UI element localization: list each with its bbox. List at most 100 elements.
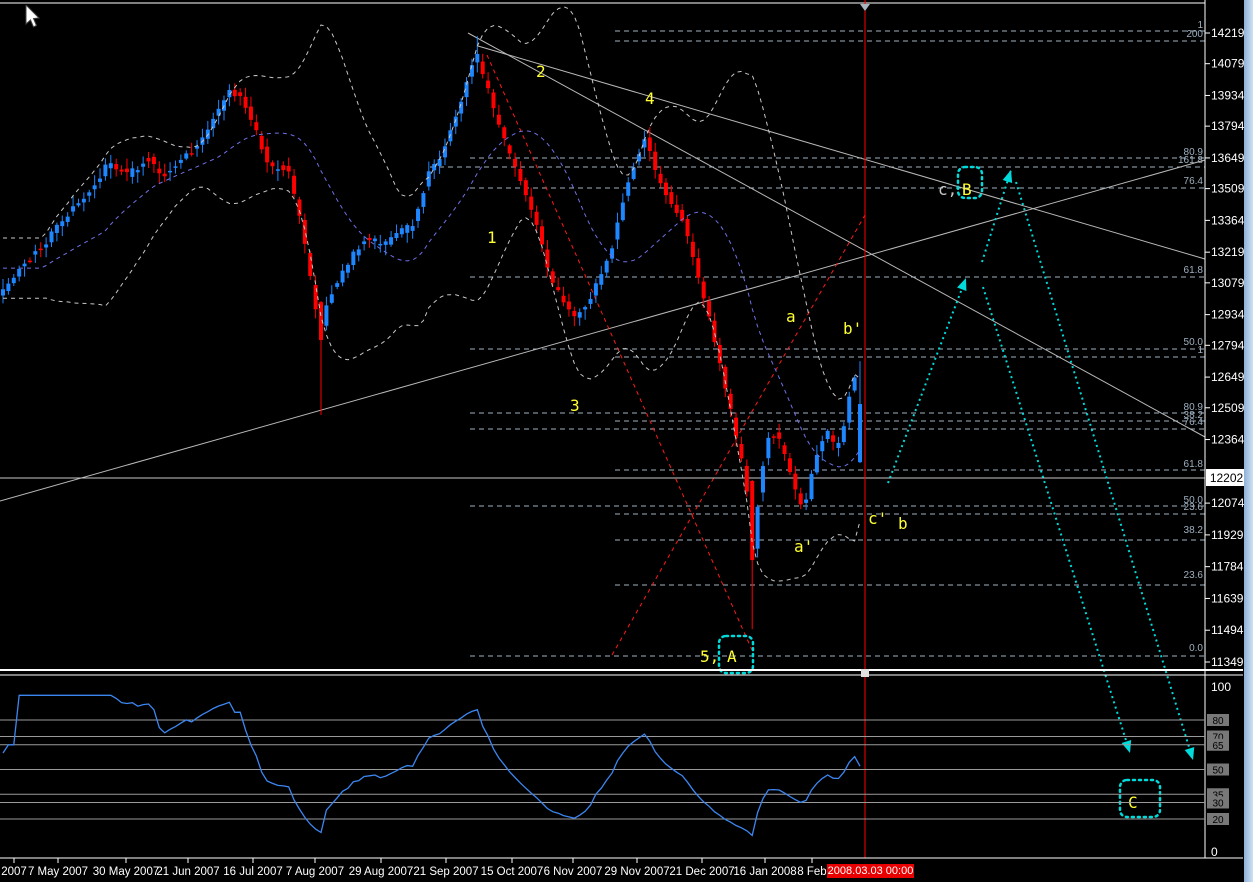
- candle: [130, 161, 135, 184]
- candle: [750, 479, 755, 630]
- date-tick-label: 29 Aug 2007: [349, 866, 414, 878]
- date-tick-label: 21 Jun 2007: [156, 866, 219, 878]
- date-tick-label: 7 Aug 2007: [286, 866, 344, 878]
- candle: [707, 296, 712, 321]
- price-tick-label: 13364: [1211, 213, 1245, 227]
- wave-label-box: [717, 634, 755, 675]
- candle: [852, 375, 857, 393]
- window-scrollbar-strip[interactable]: [1244, 0, 1253, 882]
- trend-line: [467, 32, 1206, 438]
- candle: [151, 153, 156, 173]
- candle: [599, 265, 604, 290]
- candle: [367, 233, 372, 248]
- price-tick-label: 12509: [1211, 401, 1245, 415]
- candle: [432, 159, 437, 180]
- price-tick-label: 13794: [1211, 119, 1245, 133]
- candle: [744, 459, 749, 497]
- indicator-scale-label: 100: [1211, 680, 1231, 694]
- wave-label: 5,: [700, 647, 719, 666]
- candle: [141, 156, 146, 176]
- candle: [44, 237, 49, 258]
- price-tick-label: 12364: [1211, 433, 1245, 447]
- indicator-level-chip-label: 20: [1212, 815, 1224, 826]
- projection-arrowhead-icon: [957, 278, 967, 291]
- candle: [162, 163, 167, 183]
- candle: [1, 278, 5, 304]
- candle: [243, 87, 248, 114]
- candle: [550, 268, 555, 287]
- wave-label: b': [843, 319, 862, 338]
- candle: [577, 308, 582, 326]
- price-tick-label: 11784: [1211, 560, 1244, 574]
- candle: [464, 77, 469, 106]
- candle: [437, 150, 442, 174]
- current-price-box: 12202: [1206, 469, 1247, 486]
- candle: [22, 259, 27, 277]
- wave-label: a: [786, 307, 796, 326]
- date-tick-label: 8 Feb: [797, 866, 826, 878]
- fib-level-label: 38.2: [1184, 410, 1204, 421]
- candle: [335, 280, 340, 290]
- candle: [588, 291, 593, 309]
- candle: [739, 436, 744, 463]
- indicator-level-chip-label: 30: [1212, 799, 1224, 810]
- price-tick-label: 11349: [1211, 655, 1244, 669]
- indicator-level-chip-label: 65: [1212, 741, 1224, 752]
- indicator-scale-label: 0: [1211, 845, 1218, 859]
- crosshair-separator-dot: [861, 669, 869, 677]
- price-tick-label: 13649: [1211, 151, 1245, 165]
- fib-level-label: 76.4: [1184, 417, 1204, 428]
- date-tick-label: 2007: [1, 866, 27, 878]
- candle: [453, 109, 458, 135]
- candles-group: [1, 36, 863, 630]
- candle: [734, 412, 739, 447]
- indicator-level-chip-label: 35: [1212, 790, 1224, 801]
- price-tick-label: 12074: [1211, 496, 1245, 510]
- candle: [157, 161, 162, 184]
- candle: [173, 160, 178, 174]
- candle: [847, 391, 852, 429]
- wave-label: 3: [570, 396, 580, 415]
- candle: [820, 435, 825, 461]
- candle: [189, 142, 194, 157]
- fib-level-label: 61.8: [1184, 459, 1204, 470]
- candle: [561, 286, 566, 307]
- fib-level-label: 61.8: [1184, 265, 1204, 276]
- price-tick-label: 13079: [1211, 276, 1245, 290]
- candle: [254, 114, 259, 136]
- candle: [103, 158, 108, 181]
- fib-level-label: 200: [1186, 29, 1203, 40]
- candle: [399, 224, 404, 238]
- candle: [351, 249, 356, 270]
- candle: [658, 165, 663, 188]
- candle: [426, 161, 431, 191]
- candle: [11, 273, 16, 287]
- candle: [663, 178, 668, 204]
- candle: [60, 215, 65, 237]
- candle: [685, 215, 690, 244]
- candle: [841, 422, 846, 446]
- candle: [108, 154, 113, 179]
- candle: [502, 125, 507, 147]
- candle: [119, 165, 124, 176]
- candle: [858, 361, 863, 464]
- indicator-level-chip: [1207, 738, 1229, 751]
- candle: [513, 152, 518, 177]
- candle: [469, 58, 474, 85]
- date-tick-label: 16 Jul 2007: [223, 866, 282, 878]
- candle: [787, 452, 792, 476]
- fib-level-label: 23.6: [1184, 502, 1204, 513]
- projection-arrowhead-icon: [1184, 747, 1195, 760]
- bollinger-middle-band: [3, 130, 861, 468]
- candle: [480, 53, 485, 79]
- price-tick-label: 12794: [1211, 338, 1245, 352]
- candle: [281, 161, 286, 177]
- candle: [771, 434, 776, 444]
- candle: [124, 158, 129, 182]
- price-tick-label: 13509: [1211, 182, 1245, 196]
- candle: [378, 234, 383, 253]
- indicator-level-chip: [1207, 796, 1229, 809]
- wave-label: 1: [487, 228, 497, 247]
